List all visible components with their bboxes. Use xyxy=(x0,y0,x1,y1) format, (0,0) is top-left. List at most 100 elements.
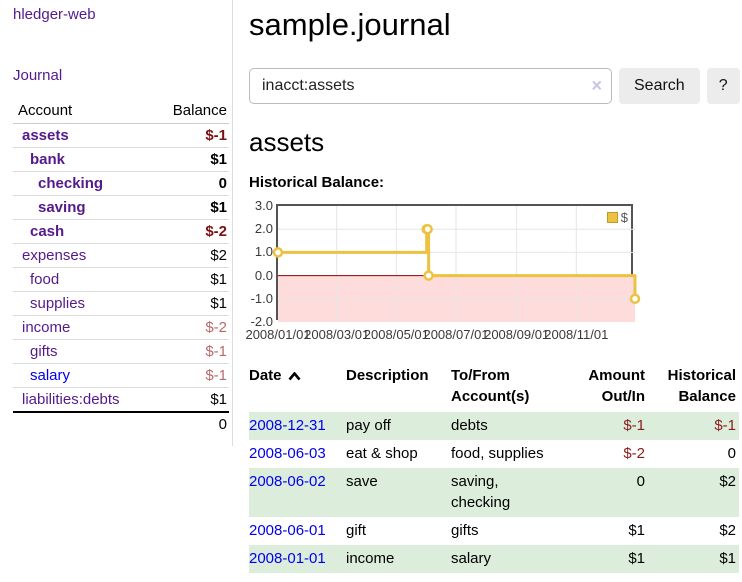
account-link-saving[interactable]: saving xyxy=(38,199,86,216)
accounts-total-spacer xyxy=(13,411,155,436)
accounts-total-row: 0 xyxy=(13,411,229,436)
x-axis-tick-label: 2008/05/01 xyxy=(363,327,429,342)
account-link-gifts[interactable]: gifts xyxy=(30,343,58,360)
legend-label: $ xyxy=(620,210,628,225)
account-row: expenses $2 xyxy=(13,243,229,268)
accounts-col-account: Account xyxy=(13,99,155,124)
transactions-header-row: Date Description To/From Account(s) Amount … xyxy=(249,363,739,412)
col-header-label: Description xyxy=(346,367,429,384)
x-axis-tick-label: 2008/11/01 xyxy=(544,327,609,342)
search-input[interactable] xyxy=(249,68,612,104)
txn-description: income xyxy=(346,544,451,573)
txn-amount: $-1 xyxy=(563,412,648,440)
txn-date-link[interactable]: 2008-06-03 xyxy=(249,444,326,462)
account-balance: $2 xyxy=(154,243,229,268)
txn-amount: $1 xyxy=(628,522,645,539)
account-balance: $-1 xyxy=(154,339,229,364)
account-row: supplies $1 xyxy=(13,291,229,316)
account-cell: checking xyxy=(13,171,155,196)
account-balance: $-1 xyxy=(154,123,229,148)
txn-balance: $-1 xyxy=(648,412,739,440)
legend-swatch-icon xyxy=(606,212,618,223)
y-axis-tick-label: 1.0 xyxy=(254,244,273,260)
x-axis-tick-label: 2008/07/01 xyxy=(423,327,489,342)
x-axis-tick-label: 2008/03/01 xyxy=(304,327,370,342)
account-cell: expenses xyxy=(13,243,155,268)
col-header-to-from-account-s-: To/From Account(s) xyxy=(451,363,563,412)
app-title-link[interactable]: hledger-web xyxy=(13,6,96,23)
account-link-expenses[interactable]: expenses xyxy=(22,247,87,264)
account-link-cash[interactable]: cash xyxy=(30,223,65,240)
txn-accounts: debts xyxy=(451,412,563,440)
account-row: cash $-2 xyxy=(13,219,229,244)
txn-balance: $1 xyxy=(648,544,739,573)
account-cell: food xyxy=(13,267,155,292)
x-axis-tick-label: 2008/01/01 xyxy=(245,327,311,342)
col-header-date[interactable]: Date xyxy=(249,363,346,412)
account-cell: saving xyxy=(13,195,155,220)
account-cell: income xyxy=(13,315,155,340)
account-row: gifts $-1 xyxy=(13,339,229,364)
txn-description: save xyxy=(346,467,451,517)
account-cell: liabilities:debts xyxy=(13,387,155,413)
col-header-label: To/From Account(s) xyxy=(451,367,530,405)
account-balance: 0 xyxy=(154,171,229,196)
search-button[interactable]: Search xyxy=(619,68,700,104)
account-row: checking 0 xyxy=(13,171,229,196)
col-header-label: Amount Out/In xyxy=(588,367,645,405)
account-balance: $1 xyxy=(154,195,229,220)
txn-date-link[interactable]: 2008-06-01 xyxy=(249,522,326,539)
txn-description: pay off xyxy=(346,412,451,440)
help-button[interactable]: ? xyxy=(706,68,740,104)
txn-date-cell: 2008-01-01 xyxy=(249,544,346,573)
account-cell: salary xyxy=(13,363,155,388)
transactions-table: Date Description To/From Account(s) Amount … xyxy=(249,363,739,573)
chart-title: Historical Balance: xyxy=(249,174,385,191)
account-balance: $1 xyxy=(154,147,229,172)
search-box: × xyxy=(249,68,612,104)
account-link-liabilities-debts[interactable]: liabilities:debts xyxy=(22,391,120,408)
transaction-row: 2008-06-03 eat & shop food, supplies $-2 0 xyxy=(249,440,739,468)
account-link-income[interactable]: income xyxy=(22,319,71,336)
account-balance: $-2 xyxy=(154,219,229,244)
y-axis-tick-label: 0.0 xyxy=(254,267,273,283)
account-link-assets[interactable]: assets xyxy=(22,127,69,144)
account-balance: $1 xyxy=(154,291,229,316)
txn-description: eat & shop xyxy=(346,444,418,462)
y-axis-tick-label: -1.0 xyxy=(250,290,273,306)
txn-accounts: saving, checking xyxy=(451,467,563,517)
account-cell: cash xyxy=(13,219,155,244)
txn-accounts: salary xyxy=(451,544,563,573)
accounts-col-balance: Balance xyxy=(154,99,229,124)
chart-plot-area: $ xyxy=(272,204,641,322)
account-row: assets $-1 xyxy=(13,123,229,148)
col-header-historical-balance: Historical Balance xyxy=(648,363,739,412)
col-header-label: Date xyxy=(249,367,282,384)
txn-date-cell: 2008-06-01 xyxy=(249,517,346,545)
account-cell: bank xyxy=(13,147,155,172)
account-link-bank[interactable]: bank xyxy=(30,151,66,168)
account-link-food[interactable]: food xyxy=(30,271,60,288)
account-link-supplies[interactable]: supplies xyxy=(30,295,86,312)
account-link-salary[interactable]: salary xyxy=(30,367,71,384)
account-row: bank $1 xyxy=(13,147,229,172)
txn-date-link[interactable]: 2008-06-02 xyxy=(249,472,326,490)
txn-date-cell: 2008-12-31 xyxy=(249,412,346,440)
account-balance: $-1 xyxy=(154,363,229,388)
account-row: income $-2 xyxy=(13,315,229,340)
account-cell: supplies xyxy=(13,291,155,316)
clear-search-icon[interactable]: × xyxy=(591,75,602,96)
txn-balance: $2 xyxy=(719,522,736,539)
txn-date-link[interactable]: 2008-12-31 xyxy=(249,417,326,434)
y-axis-tick-label: -2.0 xyxy=(250,314,273,329)
transaction-row: 2008-06-02 save saving, checking 0 $2 xyxy=(249,467,739,517)
account-balance: $1 xyxy=(154,387,229,413)
txn-date-link[interactable]: 2008-01-01 xyxy=(249,549,326,567)
txn-accounts: food, supplies xyxy=(451,444,544,462)
account-link-checking[interactable]: checking xyxy=(38,175,104,192)
chart-canvas xyxy=(272,206,641,322)
nav-journal-link[interactable]: Journal xyxy=(13,67,63,84)
txn-amount: $1 xyxy=(563,544,648,573)
account-row: liabilities:debts $1 xyxy=(13,387,229,413)
